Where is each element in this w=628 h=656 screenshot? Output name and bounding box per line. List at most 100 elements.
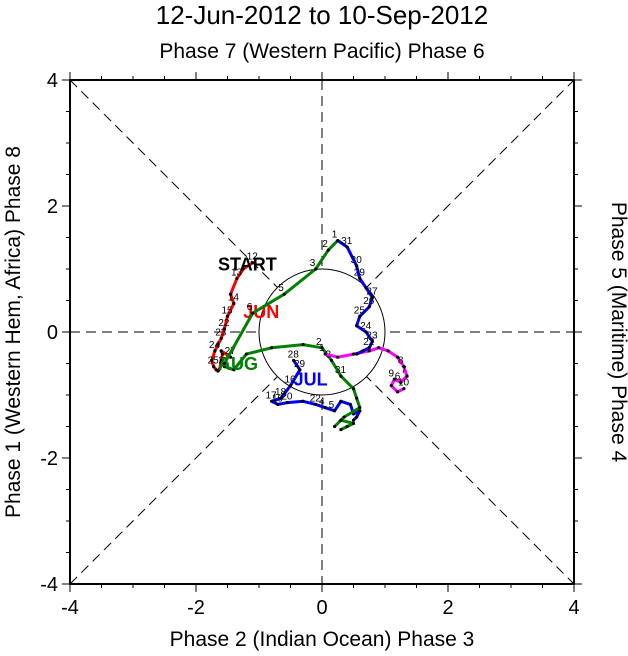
day-label: 28 <box>288 349 300 360</box>
series-point <box>396 390 400 394</box>
series-point <box>314 402 318 407</box>
x-tick-label: 2 <box>442 597 453 619</box>
day-label: 29 <box>294 359 306 370</box>
series-point <box>402 387 406 391</box>
x-axis-label: Phase 2 (Indian Ocean) Phase 3 <box>170 628 475 651</box>
y-axis-label-left: Phase 1 (Western Hem, Africa) Phase 8 <box>2 146 25 518</box>
day-label: 2 <box>322 239 328 250</box>
day-label: 22 <box>363 337 375 348</box>
day-label: 4 <box>319 397 325 408</box>
series-line-green_top <box>223 239 339 365</box>
series-point <box>402 365 406 369</box>
y-axis-label-right: Phase 5 (Maritime) Phase 4 <box>607 202 628 463</box>
series-point <box>333 409 337 413</box>
day-label: 6 <box>395 371 401 382</box>
series-point <box>241 267 245 271</box>
series-point <box>392 377 397 381</box>
series-point <box>222 327 226 331</box>
plot-area <box>69 79 575 585</box>
series-point <box>358 406 362 410</box>
series-point <box>351 352 356 356</box>
day-label: 5 <box>329 400 335 411</box>
series-point <box>339 374 343 378</box>
series-point <box>370 339 374 344</box>
day-label: 23 <box>215 327 227 338</box>
series-point <box>355 264 359 268</box>
y-tick-label: 4 <box>47 70 58 92</box>
day-label: 18 <box>275 387 287 398</box>
series-point <box>276 402 280 407</box>
series-point <box>358 314 362 318</box>
series-point <box>222 361 226 366</box>
series-point <box>251 311 255 315</box>
series-point <box>285 400 289 405</box>
series-point <box>301 399 305 403</box>
series-point <box>339 399 343 403</box>
series-point <box>301 343 305 347</box>
series-point <box>358 409 362 413</box>
month-label-jul: JUL <box>294 370 328 390</box>
series-point <box>222 365 226 369</box>
day-label: 30 <box>351 255 363 266</box>
series-point <box>339 418 343 422</box>
series-point <box>279 396 283 400</box>
chart-subtitle: Phase 7 (Western Pacific) Phase 6 <box>159 40 484 63</box>
x-tick-label: 4 <box>568 597 579 619</box>
day-label: 24 <box>360 321 372 332</box>
series-point <box>298 368 302 372</box>
day-label: 25 <box>208 356 220 367</box>
day-label: 15 <box>222 305 234 316</box>
day-label: 13 <box>231 267 243 278</box>
day-label: 22 <box>218 318 230 329</box>
series-point <box>244 352 248 356</box>
day-label: 20 <box>281 392 293 403</box>
day-label: 14 <box>228 293 240 304</box>
day-label: 22 <box>310 393 322 404</box>
day-label: 19 <box>272 393 284 404</box>
series-point <box>270 346 274 350</box>
x-tick-label: -2 <box>187 597 205 619</box>
series-point <box>339 428 343 432</box>
series-point <box>336 239 340 243</box>
series-point <box>355 352 359 356</box>
day-label: 3 <box>310 258 316 269</box>
series-point <box>213 349 217 353</box>
y-tick-label: 0 <box>47 322 58 344</box>
series-point <box>377 346 381 350</box>
series-point <box>355 324 359 328</box>
series-point <box>235 276 239 281</box>
start-label: START <box>218 254 277 274</box>
series-point <box>389 383 393 388</box>
series-point <box>232 302 236 306</box>
series-point <box>292 358 296 362</box>
series-point <box>358 276 362 281</box>
series-point <box>348 402 352 407</box>
series-point <box>370 295 374 299</box>
series-point <box>351 418 356 422</box>
x-tick-label: -4 <box>61 597 79 619</box>
series-point <box>216 369 220 373</box>
series-point <box>351 387 356 391</box>
series-point <box>232 368 236 372</box>
series-point <box>326 248 330 252</box>
series-point <box>342 415 346 419</box>
day-label: 1 <box>319 343 325 354</box>
series-point <box>345 245 349 249</box>
y-tick-label: -4 <box>40 574 58 596</box>
day-label: 8 <box>398 356 404 367</box>
series-point <box>351 421 356 425</box>
series-point <box>386 349 390 353</box>
series-point <box>364 330 368 334</box>
series-point <box>270 399 274 403</box>
series-point <box>361 349 365 353</box>
series-point <box>364 286 368 290</box>
series-point <box>282 292 286 296</box>
day-label: 31 <box>341 236 353 247</box>
day-label: 7 <box>401 365 407 376</box>
series-point <box>323 406 327 410</box>
series-point <box>219 349 223 353</box>
series-point <box>336 355 340 359</box>
